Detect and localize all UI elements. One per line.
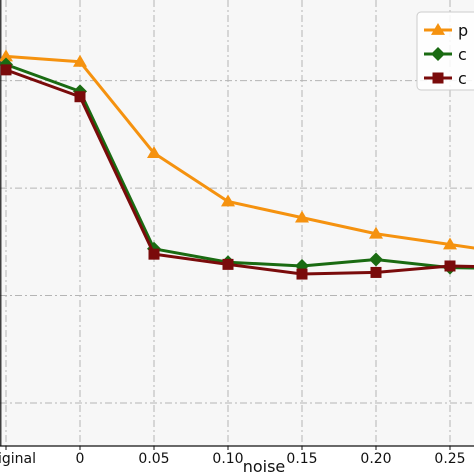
series-1: [0, 49, 474, 250]
x-axis-title: noise: [243, 457, 286, 474]
legend-item: c: [424, 69, 467, 88]
legend-item: p: [424, 21, 468, 40]
legend: pcc: [416, 11, 474, 91]
data-point: [295, 210, 309, 223]
x-tick-label: 0.05: [138, 451, 169, 467]
data-point: [444, 260, 456, 272]
data-point: [369, 252, 383, 267]
x-tick-label: 0.15: [286, 451, 317, 467]
data-point: [74, 91, 86, 103]
data-point: [222, 258, 234, 270]
data-point: [148, 248, 160, 260]
x-tick-label: 0: [76, 451, 85, 467]
legend-item: c: [424, 45, 467, 64]
data-point: [147, 146, 161, 159]
x-tick-label: original: [0, 451, 36, 467]
legend-label: p: [458, 21, 468, 40]
series-line: [5, 54, 474, 250]
series-line: [5, 68, 474, 276]
legend-label: c: [458, 45, 467, 64]
data-point: [0, 49, 13, 62]
plot-area: [0, 0, 474, 446]
data-point: [0, 64, 12, 76]
series-layer: [0, 49, 474, 280]
x-tick-label: 0.25: [434, 451, 465, 467]
data-point: [221, 194, 235, 207]
data-point: [370, 266, 382, 278]
legend-marker: [431, 23, 445, 35]
legend-box: [416, 11, 474, 91]
data-point: [73, 54, 87, 67]
x-tick-label: 0.10: [212, 451, 243, 467]
data-point: [443, 237, 457, 250]
x-tick-label: 0.20: [360, 451, 391, 467]
data-point: [296, 268, 308, 280]
legend-marker: [432, 72, 444, 84]
x-tick-labels: original00.050.100.150.200.250.30: [0, 451, 466, 467]
legend-marker: [431, 47, 445, 61]
legend-label: c: [458, 69, 467, 88]
data-point: [369, 226, 383, 239]
series-3: [0, 64, 474, 280]
